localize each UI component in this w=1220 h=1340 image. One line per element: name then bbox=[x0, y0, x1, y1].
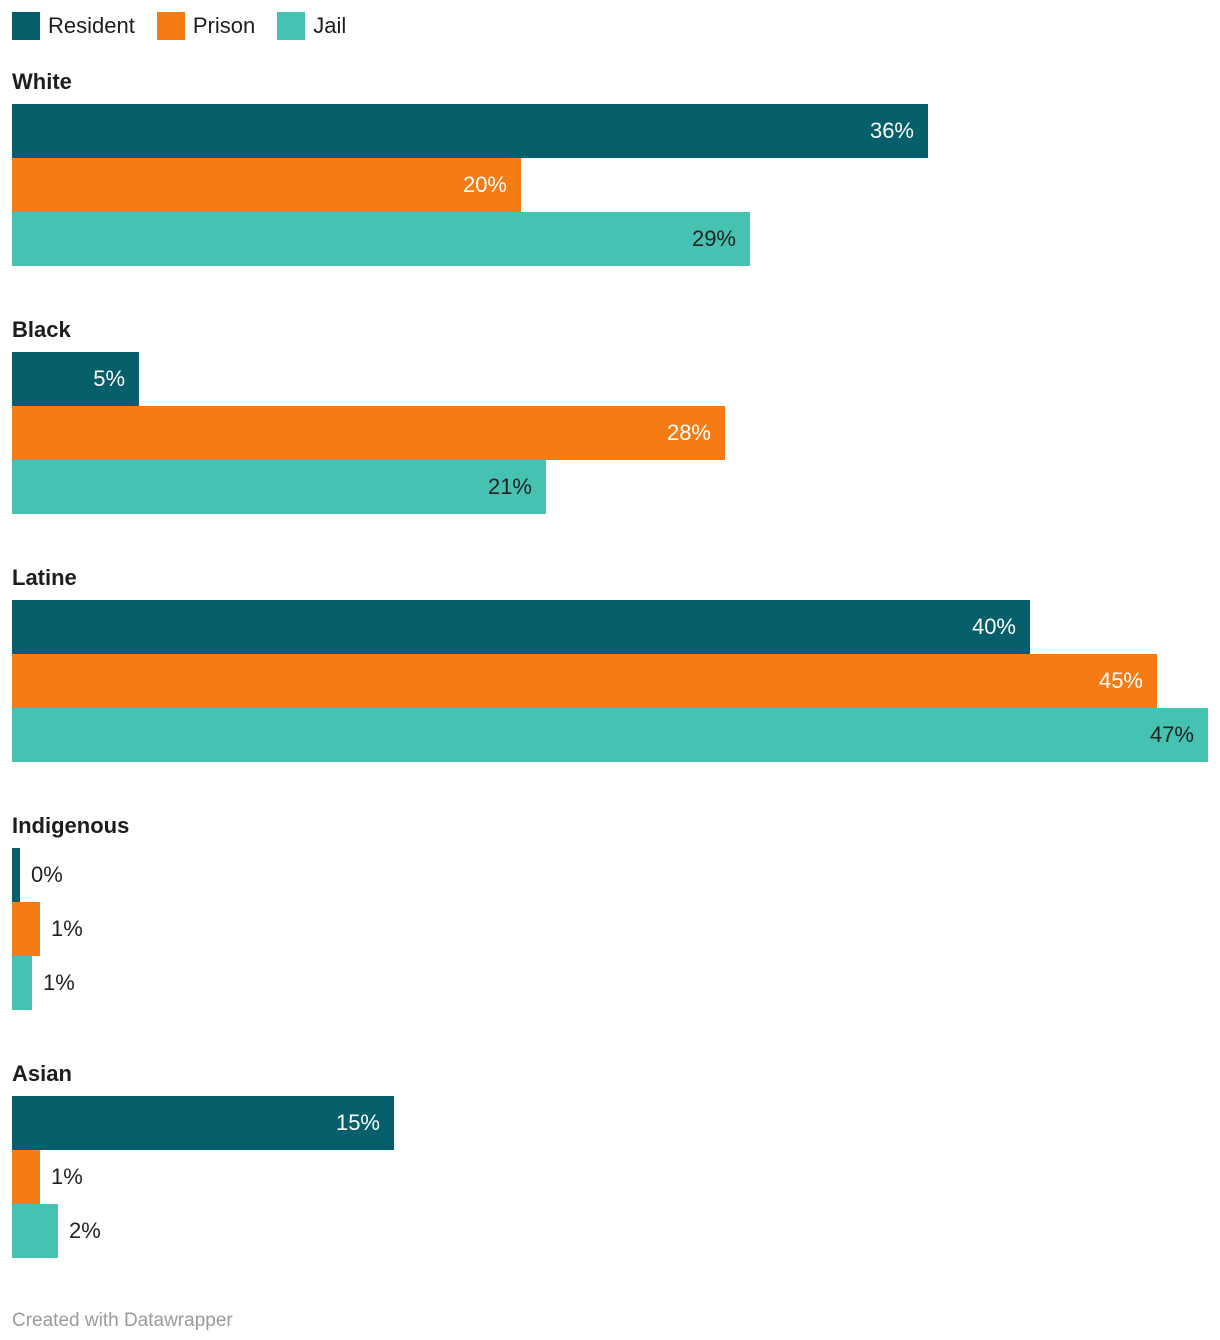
footer: Created with Datawrapper bbox=[12, 1310, 1208, 1340]
bar-value-label: 20% bbox=[462, 172, 507, 197]
legend-swatch-prison bbox=[156, 12, 185, 40]
bar-prison bbox=[12, 902, 40, 956]
bar-row-resident: 0% bbox=[12, 848, 1208, 902]
bar-row-prison: 20% bbox=[12, 158, 1208, 212]
bar-resident bbox=[12, 352, 139, 406]
bar-prison bbox=[12, 158, 521, 212]
datawrapper-credit-link[interactable]: Created with Datawrapper bbox=[12, 1310, 233, 1331]
bar-row-resident: 15% bbox=[12, 1096, 1208, 1150]
bar-group-latine: Latine 40% 45% 47% bbox=[12, 566, 1208, 762]
bar-stack: 36% 20% 29% bbox=[12, 104, 1208, 266]
legend-swatch-jail bbox=[277, 12, 306, 40]
bar-row-resident: 5% bbox=[12, 352, 1208, 406]
bar-jail bbox=[12, 1204, 58, 1258]
bar-value-label: 5% bbox=[93, 366, 125, 391]
bar-value-label: 1% bbox=[51, 1164, 83, 1189]
bar-jail bbox=[12, 956, 32, 1010]
bar-stack: 5% 28% 21% bbox=[12, 352, 1208, 514]
bar-jail bbox=[12, 460, 546, 514]
bar-value-label: 21% bbox=[487, 474, 532, 499]
bar-value-label: 40% bbox=[971, 614, 1016, 639]
bar-value-label: 2% bbox=[69, 1218, 101, 1243]
bar-row-jail: 21% bbox=[12, 460, 1208, 514]
bar-jail bbox=[12, 212, 750, 266]
group-label: Latine bbox=[12, 565, 77, 590]
bar-value-label: 15% bbox=[335, 1110, 380, 1135]
bar-prison bbox=[12, 1150, 40, 1204]
legend-item-jail: Jail bbox=[277, 12, 346, 40]
legend-swatch-resident bbox=[12, 12, 40, 40]
legend-item-resident: Resident bbox=[12, 12, 135, 40]
bar-group-indigenous: Indigenous 0% 1% 1% bbox=[12, 814, 1208, 1010]
bar-row-jail: 2% bbox=[12, 1204, 1208, 1258]
bar-stack: 0% 1% 1% bbox=[12, 848, 1208, 1010]
legend-item-prison: Prison bbox=[156, 12, 256, 40]
bar-value-label: 28% bbox=[666, 420, 711, 445]
bar-row-resident: 40% bbox=[12, 600, 1208, 654]
group-label: Indigenous bbox=[12, 813, 130, 838]
bar-value-label: 36% bbox=[869, 118, 914, 143]
group-label: White bbox=[12, 69, 72, 94]
bar-value-label: 45% bbox=[1098, 668, 1143, 693]
group-label: Black bbox=[12, 317, 71, 342]
bar-group-black: Black 5% 28% 21% bbox=[12, 318, 1208, 514]
bar-value-label: 0% bbox=[31, 862, 63, 887]
bar-row-jail: 29% bbox=[12, 212, 1208, 266]
bar-stack: 40% 45% 47% bbox=[12, 600, 1208, 762]
bar-row-jail: 47% bbox=[12, 708, 1208, 762]
bar-jail bbox=[12, 708, 1208, 762]
bar-group-white: White 36% 20% 29% bbox=[12, 70, 1208, 266]
bar-prison bbox=[12, 406, 725, 460]
bar-value-label: 29% bbox=[691, 226, 736, 251]
bar-resident bbox=[12, 848, 20, 902]
bar-resident bbox=[12, 1096, 394, 1150]
bar-value-label: 1% bbox=[51, 916, 83, 941]
bar-row-prison: 1% bbox=[12, 902, 1208, 956]
group-label: Asian bbox=[12, 1061, 72, 1086]
bar-row-prison: 28% bbox=[12, 406, 1208, 460]
legend-label-resident: Resident bbox=[48, 13, 135, 38]
bar-row-jail: 1% bbox=[12, 956, 1208, 1010]
bar-row-resident: 36% bbox=[12, 104, 1208, 158]
legend-label-jail: Jail bbox=[313, 13, 347, 38]
bar-row-prison: 1% bbox=[12, 1150, 1208, 1204]
bar-value-label: 47% bbox=[1149, 722, 1194, 747]
bar-resident bbox=[12, 104, 928, 158]
legend-label-prison: Prison bbox=[192, 13, 256, 38]
legend: Resident Prison Jail bbox=[12, 12, 1208, 40]
bar-group-asian: Asian 15% 1% 2% bbox=[12, 1062, 1208, 1258]
bar-prison bbox=[12, 654, 1157, 708]
bar-resident bbox=[12, 600, 1030, 654]
bar-stack: 15% 1% 2% bbox=[12, 1096, 1208, 1258]
bar-row-prison: 45% bbox=[12, 654, 1208, 708]
bar-value-label: 1% bbox=[43, 970, 75, 995]
